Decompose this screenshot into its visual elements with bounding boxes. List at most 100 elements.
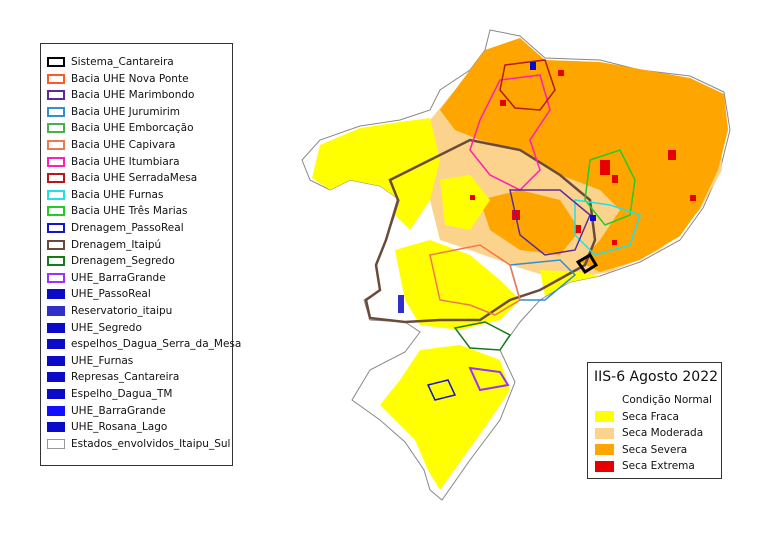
legend-label: Represas_Cantareira <box>71 371 180 384</box>
seca-fraca-area <box>380 345 510 490</box>
legend-item: Estados_envolvidos_Itaipu_Sul <box>47 437 230 451</box>
legend-label: Bacia UHE Nova Ponte <box>71 72 189 85</box>
uhe-furnas <box>590 215 596 221</box>
represas-serra-da-mesa <box>530 62 536 70</box>
legend-label: Bacia UHE Capivara <box>71 139 176 151</box>
legend-label: Reservatorio_itaipu <box>71 305 173 317</box>
legend-swatch <box>47 355 65 366</box>
seca-fraca-area <box>312 118 440 230</box>
bacia-furnas-outline <box>574 199 641 256</box>
drenagem-segredo-outline <box>453 321 512 351</box>
seca-fraca-area <box>395 240 520 330</box>
drought-legend-item: Seca Extrema <box>595 459 695 473</box>
legend-label: espelhos_Dagua_Serra_da_Mesa <box>71 338 242 351</box>
bacia-serradamesa-outline <box>499 59 556 111</box>
sistema-cantareira-outline <box>575 252 599 275</box>
drought-legend-item: Seca Fraca <box>595 410 679 424</box>
drought-swatch <box>595 411 614 422</box>
legend-swatch <box>47 140 65 150</box>
drought-swatch <box>595 427 614 439</box>
legend-swatch <box>47 189 65 200</box>
drought-label: Seca Moderada <box>622 427 704 439</box>
legend-item: Bacia UHE Três Marias <box>47 204 188 218</box>
legend-swatch <box>47 223 65 233</box>
legend-swatch <box>47 422 65 433</box>
legend-label: Drenagem_Segredo <box>71 255 175 268</box>
drought-label: Seca Extrema <box>622 460 695 472</box>
legend-label: UHE_BarraGrande <box>71 404 166 417</box>
legend-item: Drenagem_Itaipú <box>47 238 161 252</box>
legend-item: Bacia UHE Jurumirim <box>47 105 180 119</box>
legend-swatch <box>47 438 65 449</box>
legend-swatch <box>47 239 65 250</box>
seca-fraca-area <box>540 270 600 296</box>
drought-legend: IIS-6 Agosto 2022 Condição Normal Seca Fr… <box>587 362 722 479</box>
legend-label: Bacia UHE Marimbondo <box>71 89 195 102</box>
legend-label: UHE_PassoReal <box>71 288 151 301</box>
drenagem-itaipu-outline <box>364 138 597 324</box>
drought-swatch <box>595 460 614 472</box>
legend-item: UHE_PassoReal <box>47 287 151 301</box>
legend-swatch <box>47 123 65 134</box>
legend-swatch <box>47 73 65 84</box>
legend-label: Drenagem_PassoReal <box>71 222 184 234</box>
legend-label: Sistema_Cantareira <box>71 56 174 68</box>
drought-legend-item: Seca Moderada <box>595 426 703 440</box>
legend-label: Drenagem_Itaipú <box>71 238 162 251</box>
legend-swatch <box>47 57 65 67</box>
legend-label: Bacia UHE Itumbiara <box>71 155 180 168</box>
legend-swatch <box>47 372 65 383</box>
layers-legend: Sistema_Cantareira Bacia UHE Nova Ponte Ba… <box>40 43 241 466</box>
legend-item: Bacia UHE Emborcação <box>47 121 194 135</box>
seca-fraca-area <box>440 175 490 230</box>
legend-item: Bacia UHE Itumbiara <box>47 155 180 169</box>
drought-swatch <box>595 444 614 455</box>
legend-swatch <box>47 322 65 333</box>
legend-item: espelhos_Dagua_Serra_da_Mesa <box>47 337 241 351</box>
drought-label: Condição Normal <box>622 394 712 406</box>
legend-item: Espelho_Dagua_TM <box>47 387 172 401</box>
legend-label: Bacia UHE Emborcação <box>71 122 194 135</box>
drought-swatch <box>595 394 614 406</box>
drought-label: Seca Fraca <box>622 410 679 423</box>
legend-label: UHE_BarraGrande <box>71 271 166 284</box>
legend-item: Represas_Cantareira <box>47 370 179 384</box>
drought-legend-title: IIS-6 Agosto 2022 <box>594 369 719 385</box>
legend-label: Bacia UHE Três Marias <box>71 205 188 218</box>
legend-swatch <box>47 339 65 350</box>
drought-legend-item: Seca Severa <box>595 443 687 457</box>
legend-swatch <box>47 206 65 217</box>
legend-swatch <box>47 272 65 283</box>
legend-item: Bacia UHE Marimbondo <box>47 88 194 102</box>
legend-label: UHE_Rosana_Lago <box>71 421 168 434</box>
legend-swatch <box>47 156 65 167</box>
legend-item: Sistema_Cantareira <box>47 55 174 69</box>
legend-item: UHE_BarraGrande <box>47 404 166 418</box>
bacia-itumbiara-outline <box>469 74 551 191</box>
uhe-barragrande-outline <box>468 366 510 392</box>
reservatorio-itaipu <box>398 295 404 313</box>
legend-item: UHE_Furnas <box>47 354 133 368</box>
legend-label: UHE_Furnas <box>71 354 134 367</box>
legend-swatch <box>47 405 65 416</box>
legend-label: Espelho_Dagua_TM <box>71 388 173 400</box>
drenagem-passoreal-outline <box>426 379 457 401</box>
legend-swatch <box>47 106 65 117</box>
legend-item: Bacia UHE Furnas <box>47 188 163 202</box>
drought-label: Seca Severa <box>622 443 688 456</box>
drought-legend-item: Condição Normal <box>595 393 712 407</box>
bacia-capivara-outline <box>429 244 521 316</box>
legend-item: Bacia UHE SerradaMesa <box>47 171 197 185</box>
legend-item: Bacia UHE Capivara <box>47 138 175 152</box>
legend-label: Bacia UHE Jurumirim <box>71 105 180 118</box>
legend-swatch <box>47 389 65 399</box>
legend-swatch <box>47 289 65 300</box>
legend-item: UHE_BarraGrande <box>47 271 166 285</box>
legend-item: Bacia UHE Nova Ponte <box>47 72 189 86</box>
seca-severa-area <box>480 190 580 255</box>
bacia-tres-marias-outline <box>584 149 636 226</box>
legend-label: Bacia UHE Furnas <box>71 188 164 201</box>
legend-item: Reservatorio_itaipu <box>47 304 172 318</box>
